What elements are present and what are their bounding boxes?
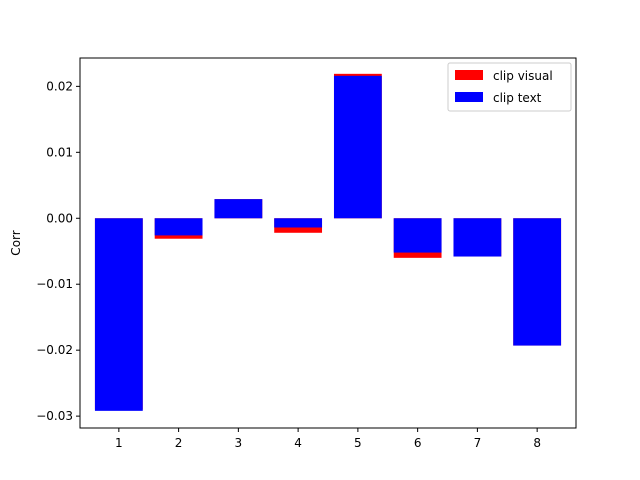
- x-tick-label: 5: [354, 436, 362, 450]
- bars-layer: [94, 73, 562, 411]
- bar-clip-text-2: [154, 218, 203, 236]
- y-tick-label: −0.01: [36, 277, 73, 291]
- x-tick-label: 8: [533, 436, 541, 450]
- y-axis-label: Corr: [9, 230, 23, 255]
- x-tick-label: 2: [175, 436, 183, 450]
- legend-label-clip-text: clip text: [493, 91, 542, 105]
- bar-clip-text-7: [453, 218, 502, 257]
- bar-clip-text-6: [393, 218, 442, 253]
- y-tick-label: 0.00: [46, 211, 73, 225]
- legend-swatch-clip-visual: [455, 70, 483, 80]
- legend-swatch-clip-text: [455, 92, 483, 102]
- y-tick-label: 0.02: [46, 79, 73, 93]
- x-tick-label: 6: [414, 436, 422, 450]
- ticks-layer: 1 2 3 4 5 6 7 8 −0.03 −0.02 −0.01 0.00 0.01 0.02: [36, 79, 541, 450]
- x-tick-label: 1: [115, 436, 123, 450]
- y-tick-label: 0.01: [46, 145, 73, 159]
- legend-label-clip-visual: clip visual: [493, 69, 553, 83]
- bar-clip-text-4: [274, 218, 323, 228]
- x-tick-label: 7: [474, 436, 482, 450]
- y-tick-label: −0.02: [36, 343, 73, 357]
- x-tick-label: 4: [294, 436, 302, 450]
- x-tick-label: 3: [235, 436, 243, 450]
- bar-clip-text-3: [214, 199, 263, 219]
- legend: clip visual clip text: [447, 62, 572, 112]
- plot-frame: [79, 57, 577, 429]
- bar-clip-text-1: [94, 218, 143, 411]
- y-tick-label: −0.03: [36, 409, 73, 423]
- bar-clip-text-5: [333, 75, 382, 219]
- bar-clip-text-8: [513, 218, 562, 346]
